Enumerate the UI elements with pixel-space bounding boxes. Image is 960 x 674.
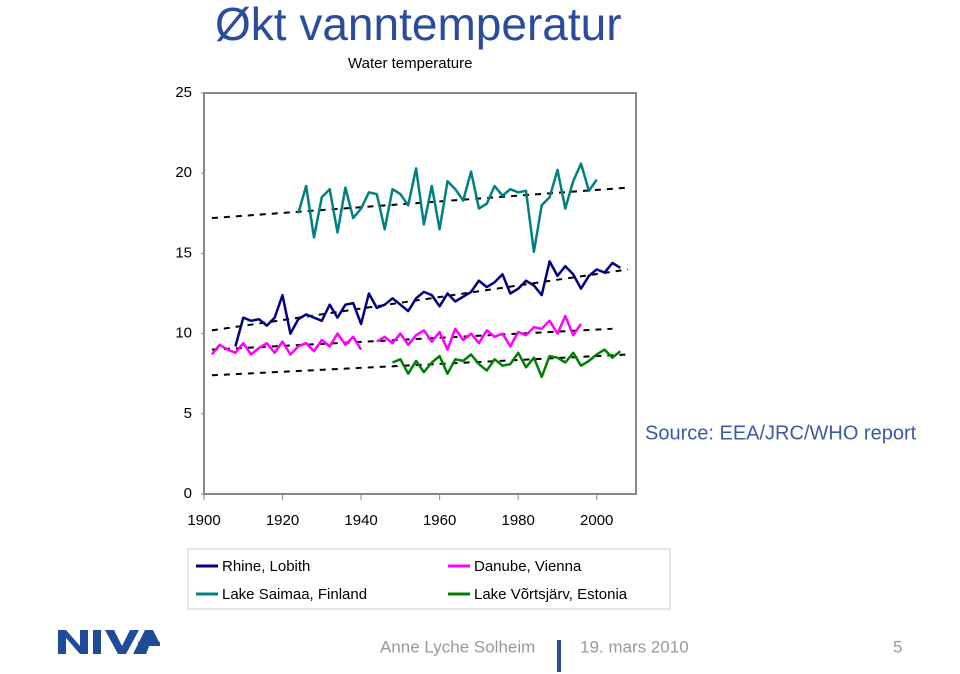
slide-title: Økt vanntemperatur bbox=[215, 0, 622, 50]
x-tick-label: 2000 bbox=[580, 512, 613, 529]
footer-divider bbox=[557, 640, 561, 672]
x-tick-label: 1920 bbox=[266, 512, 299, 529]
x-tick-label: 1900 bbox=[187, 512, 220, 529]
legend-box bbox=[187, 548, 671, 610]
y-tick-label: 5 bbox=[184, 405, 192, 422]
plot-frame bbox=[203, 92, 637, 495]
source-note: Source: EEA/JRC/WHO report bbox=[645, 422, 917, 444]
y-tick-label: 15 bbox=[175, 244, 192, 261]
y-tick-label: 0 bbox=[184, 485, 192, 502]
footer-page: 5 bbox=[893, 637, 902, 656]
x-tick-label: 1960 bbox=[423, 512, 456, 529]
niva-logo bbox=[58, 630, 160, 654]
legend-label: Danube, Vienna bbox=[474, 558, 582, 575]
footer-author: Anne Lyche Solheim bbox=[380, 637, 535, 656]
chart-title: Water temperature bbox=[348, 55, 473, 72]
legend-label: Lake Saimaa, Finland bbox=[222, 586, 367, 603]
x-tick-label: 1940 bbox=[344, 512, 377, 529]
y-tick-label: 10 bbox=[175, 325, 192, 342]
series-line bbox=[297, 162, 598, 254]
y-tick-label: 25 bbox=[175, 84, 192, 101]
x-tick-label: 1980 bbox=[501, 512, 534, 529]
legend-label: Rhine, Lobith bbox=[222, 558, 310, 575]
series-line bbox=[234, 260, 621, 347]
series-line bbox=[210, 314, 583, 356]
series-line bbox=[392, 348, 622, 379]
y-tick-label: 20 bbox=[175, 164, 192, 181]
trend-line bbox=[211, 268, 629, 332]
legend-label: Lake Võrtsjärv, Estonia bbox=[474, 586, 628, 603]
footer-date: 19. mars 2010 bbox=[580, 637, 689, 656]
